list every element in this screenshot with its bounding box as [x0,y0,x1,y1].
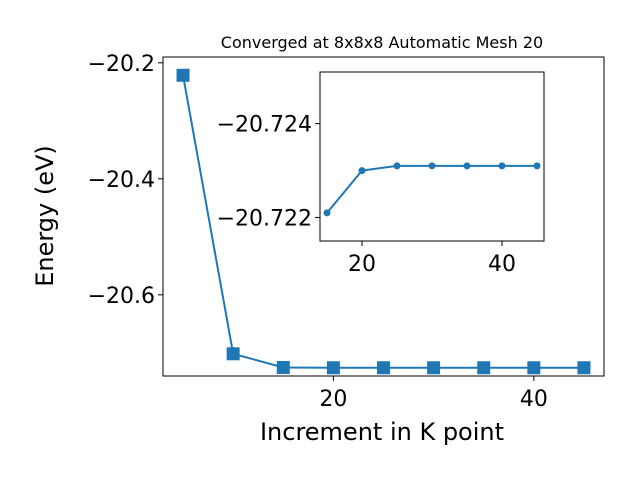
main-data-point [326,361,340,375]
main-data-point [577,361,591,375]
main-data-point [427,361,441,375]
x-axis-label: Increment in K point [260,418,504,446]
inset-data-point [323,209,331,217]
inset-data-point [393,162,401,170]
main-plot-area: 20 40 −20.2 −20.4 −20.6 [88,52,605,412]
main-data-point [377,361,390,375]
y-axis-label: Energy (eV) [31,145,59,287]
main-y-tick-label: −20.2 [88,52,155,77]
inset-plot-area: 20 40 −20.724 −20.722 [217,71,545,277]
main-data-point [477,361,491,375]
inset-data-point [358,167,366,175]
inset-x-tick-label: 40 [488,252,516,277]
inset-x-tick-label: 20 [348,252,376,277]
inset-plot-frame [319,71,545,242]
main-x-tick-label: 20 [319,387,347,412]
inset-y-tick-label: −20.724 [217,113,312,138]
chart-title: Converged at 8x8x8 Automatic Mesh 20 [221,33,543,52]
main-data-point [527,361,541,375]
main-data-point [276,360,290,374]
main-plot-frame [162,56,605,377]
inset-data-point [533,162,541,170]
main-data-point [176,68,190,82]
inset-data-point [428,162,436,170]
main-y-tick-label: −20.4 [88,168,155,193]
inset-data-point [463,162,471,170]
inset-data-point [498,162,506,170]
main-y-tick-label: −20.6 [88,284,155,309]
inset-y-tick-label: −20.722 [217,207,312,232]
main-x-tick-label: 40 [520,387,548,412]
inset-background [320,72,544,241]
main-data-point [226,347,240,361]
